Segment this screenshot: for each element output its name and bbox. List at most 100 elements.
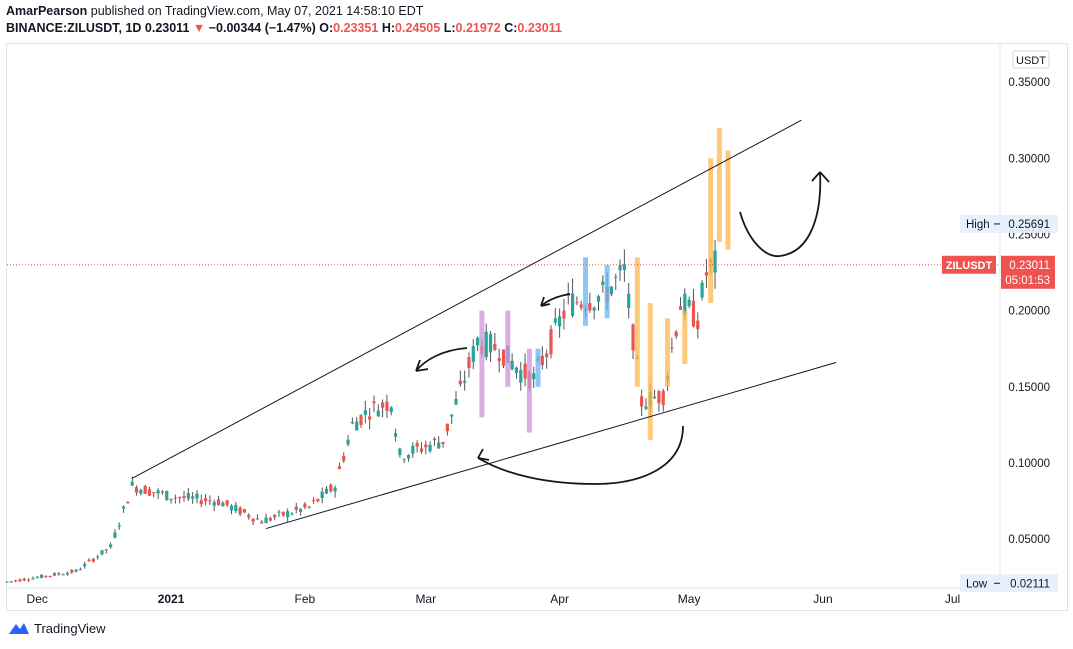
ghost-bar [604, 264, 610, 319]
candle [510, 353, 514, 371]
candle-body [78, 569, 82, 571]
close-value: 0.23011 [517, 21, 562, 35]
currency-label: USDT [1016, 55, 1046, 67]
candle [234, 501, 238, 514]
candle-body [713, 250, 717, 273]
candle-body [139, 490, 143, 494]
candle-body [199, 500, 203, 505]
candle [441, 441, 445, 448]
candle-body [65, 572, 70, 575]
candle [216, 495, 221, 506]
candle-body [225, 500, 229, 505]
candle-body [260, 521, 264, 524]
candle [471, 338, 475, 370]
candle [134, 485, 139, 496]
candle-body [428, 444, 432, 452]
candle-body [570, 293, 575, 316]
candle [199, 494, 203, 508]
candle-body [273, 515, 277, 518]
change-arrow-icon: ▼ [192, 21, 206, 35]
arrow-to-mar-high [540, 293, 571, 307]
candle-body [204, 498, 208, 502]
candle-body [558, 316, 562, 327]
candle [532, 366, 536, 388]
candle [303, 502, 307, 510]
candle-body [497, 358, 501, 362]
author-name[interactable]: AmarPearson [6, 4, 88, 18]
candle-body [342, 456, 346, 461]
candle-body [458, 380, 462, 385]
price-chart[interactable]: USDT0.350000.300000.250000.200000.150000… [0, 0, 1073, 615]
candle [74, 568, 78, 573]
candle [26, 578, 31, 582]
currency-badge: USDT [1012, 50, 1050, 69]
candle [160, 490, 165, 495]
candle-body [126, 501, 130, 504]
candle [5, 581, 9, 583]
trendlines-layer [7, 119, 1000, 530]
candle-body [545, 353, 549, 358]
candle-body [160, 491, 165, 493]
high-marker-box [960, 214, 1058, 233]
candle-body [683, 293, 687, 315]
candle-body [298, 508, 303, 513]
candle-body [152, 492, 156, 494]
symbol-line: BINANCE:ZILUSDT, 1D 0.23011 ▼ −0.00344 (… [6, 20, 562, 37]
candle [549, 325, 553, 359]
candle [191, 491, 195, 504]
currency-badge-box [1012, 50, 1050, 69]
candle [186, 487, 190, 502]
candle-body [316, 498, 320, 502]
candle [588, 292, 592, 314]
resistance-trendline [131, 119, 802, 479]
arrow-breakout-curve [739, 171, 830, 257]
candle-body [618, 265, 622, 271]
candle [614, 273, 618, 290]
candle-body [264, 517, 268, 524]
x-tick-label: Jun [813, 592, 832, 606]
candle-body [575, 302, 579, 304]
candle [281, 511, 285, 517]
candle-body [169, 498, 173, 501]
candle [432, 436, 437, 447]
candle-body [208, 500, 212, 502]
candle-body [113, 532, 117, 538]
candle [545, 349, 549, 369]
candle [592, 306, 596, 320]
candle [169, 498, 173, 504]
candle-body [549, 329, 553, 355]
low-marker-box [960, 574, 1058, 593]
candle [294, 502, 298, 514]
candle-body [70, 570, 74, 573]
candle [657, 389, 661, 412]
candle-body [165, 490, 169, 501]
candle-body [523, 363, 527, 379]
candle [83, 561, 87, 569]
candle [540, 346, 544, 370]
candle-body [294, 506, 298, 510]
candle [359, 414, 363, 428]
candle [558, 308, 562, 338]
candle [61, 573, 65, 576]
candle-body [355, 421, 359, 431]
candle [48, 575, 52, 578]
candle-body [286, 511, 290, 518]
candle-body [687, 299, 691, 307]
candle-body [26, 579, 31, 581]
candle [696, 312, 700, 339]
candle [333, 485, 337, 498]
candle-body [398, 448, 402, 455]
candle-body [195, 493, 199, 499]
candle [346, 435, 350, 447]
candle-body [130, 481, 134, 486]
brand-label[interactable]: TradingView [34, 620, 106, 636]
ghost-bar [505, 310, 511, 387]
candle-body [290, 513, 294, 515]
candle [307, 505, 311, 509]
candle [450, 414, 454, 425]
candle [320, 487, 324, 504]
candle [363, 400, 367, 424]
candle-body [359, 415, 363, 425]
candle-body [337, 466, 342, 470]
symbol-name: BINANCE:ZILUSDT, 1D [6, 21, 142, 35]
